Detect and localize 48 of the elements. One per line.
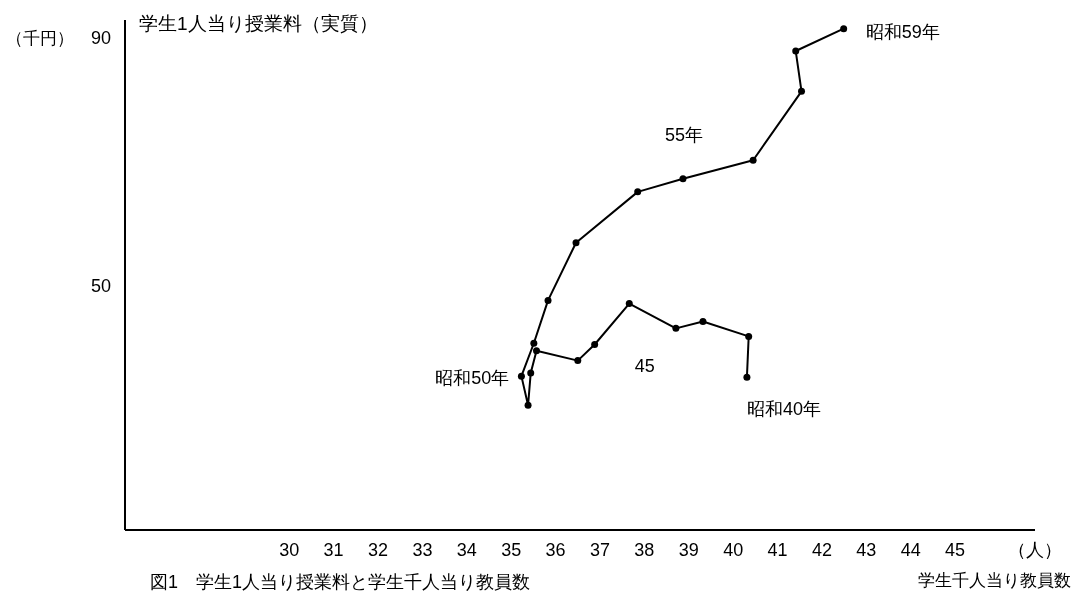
x-tick-label: 37	[589, 540, 610, 560]
text: （人）	[1008, 540, 1062, 560]
point	[749, 156, 757, 164]
point	[672, 324, 680, 332]
point	[840, 25, 848, 33]
x-tick-label: 33	[412, 540, 433, 560]
point	[745, 332, 753, 340]
x-tick-label: 35	[501, 540, 522, 560]
point	[524, 401, 532, 409]
x-tick-label: 31	[323, 540, 344, 560]
y-tick-label: 90	[90, 27, 111, 48]
x-tick-label: 34	[456, 540, 477, 560]
point	[533, 347, 540, 355]
y-tick-label: 50	[90, 275, 111, 296]
point	[591, 340, 599, 348]
point	[792, 47, 800, 55]
x-tick-label: 40	[723, 540, 744, 560]
point	[743, 373, 751, 381]
annotation: 55年	[664, 124, 704, 145]
point	[544, 296, 552, 304]
x-tick-label: 41	[767, 540, 788, 560]
x-tick-label: 43	[856, 540, 877, 560]
x-tick-label: 38	[634, 540, 655, 560]
point	[572, 239, 580, 247]
x-tick-label: 30	[279, 540, 300, 560]
annotation: 45	[634, 356, 655, 377]
caption: 図1 学生1人当り授業料と学生千人当り教員数	[150, 572, 531, 592]
x-tick-label: 36	[545, 540, 566, 560]
x-axis-title: 学生千人当り教員数	[918, 571, 1071, 590]
annotation: 昭和59年	[865, 21, 940, 42]
x-tick-label: 44	[900, 540, 921, 560]
x-tick-label: 42	[811, 540, 832, 560]
point	[530, 339, 538, 347]
x-tick-label: 32	[368, 540, 389, 560]
x-tick-label: 45	[945, 540, 966, 560]
point	[517, 372, 525, 380]
point	[527, 369, 535, 377]
x-tick-label: 39	[678, 540, 699, 560]
annotation: 昭和40年	[746, 399, 821, 420]
point	[574, 357, 582, 365]
point	[699, 318, 707, 326]
chart-title: 学生1人当り授業料（実質）	[139, 13, 378, 34]
point	[625, 300, 633, 308]
point	[634, 188, 642, 196]
point	[798, 87, 806, 95]
point	[679, 175, 687, 183]
y-axis-title: （千円）	[6, 29, 74, 48]
annotation: 昭和50年	[435, 368, 510, 389]
